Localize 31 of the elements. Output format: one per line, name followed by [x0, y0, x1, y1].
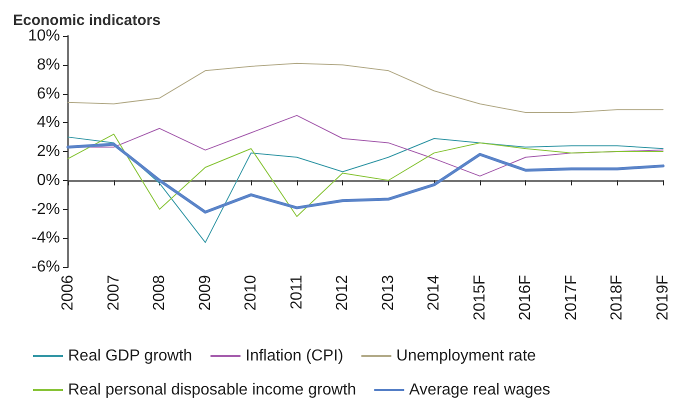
- y-tick-label: -2%: [32, 200, 60, 218]
- legend-label: Unemployment rate: [396, 348, 536, 364]
- x-tick-label: 2009: [196, 274, 214, 311]
- legend-label: Inflation (CPI): [245, 348, 344, 364]
- y-tick-label: 0%: [36, 172, 60, 189]
- legend-label: Real personal disposable income growth: [68, 382, 356, 398]
- y-tick-label: -4%: [32, 230, 60, 247]
- legend-label: Average real wages: [409, 382, 550, 398]
- x-tick-label: 2008: [151, 274, 168, 311]
- x-tick-label: 2016F: [517, 274, 534, 320]
- x-tick-label: 2006: [60, 274, 76, 311]
- x-tick-label: 2018F: [608, 274, 626, 320]
- y-tick-label: 6%: [36, 85, 60, 102]
- y-tick-label: 2%: [36, 143, 60, 160]
- legend-label: Real GDP growth: [68, 348, 192, 364]
- x-tick-label: 2019F: [654, 274, 672, 320]
- x-tick-label: 2015F: [471, 274, 488, 320]
- line-series: [68, 62, 664, 114]
- y-tick-label: 8%: [36, 56, 60, 74]
- y-tick-label: 10%: [28, 28, 60, 44]
- x-tick-label: 2010: [242, 274, 260, 311]
- y-tick-label: 4%: [36, 114, 60, 132]
- y-tick-label: -6%: [32, 258, 60, 276]
- x-tick-label: 2012: [334, 274, 352, 311]
- x-tick-label: 2007: [105, 274, 122, 311]
- x-tick-label: 2013: [380, 274, 397, 311]
- chart-title: Economic indicators: [13, 12, 161, 29]
- x-tick-label: 2014: [426, 274, 443, 311]
- x-tick-label: 2017F: [562, 274, 580, 320]
- x-tick-label: 2011: [288, 274, 306, 310]
- line-series: [68, 136, 664, 243]
